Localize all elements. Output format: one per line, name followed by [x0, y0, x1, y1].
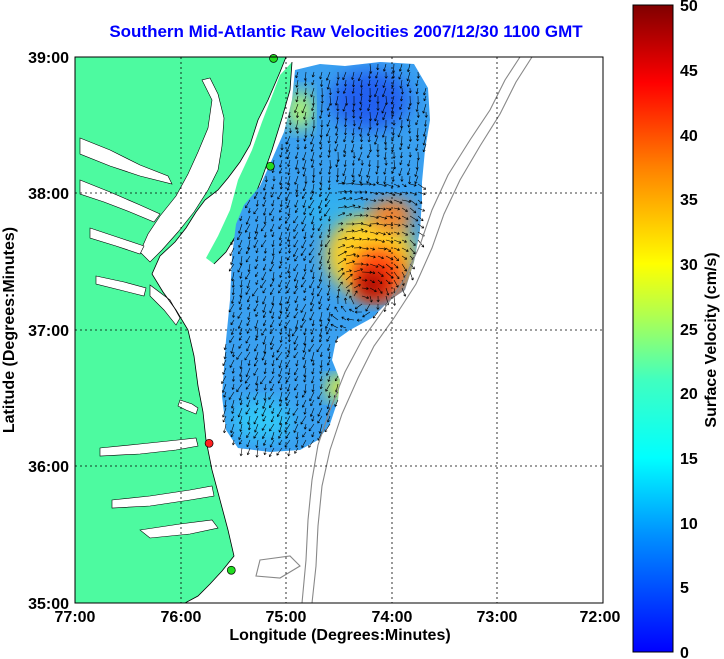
- radar-station-marker: [204, 438, 214, 448]
- x-axis-title: Longitude (Degrees:Minutes): [229, 627, 450, 644]
- hf-radar-stations: [204, 54, 278, 575]
- x-tick-label: 73:00: [477, 609, 518, 626]
- grid-lines: [75, 57, 603, 603]
- map-title: Southern Mid-Atlantic Raw Velocities 200…: [109, 22, 583, 41]
- radar-station-marker: [269, 54, 278, 63]
- x-tick-label: 76:00: [161, 609, 202, 626]
- colorbar-tick: 0: [680, 645, 689, 659]
- y-tick-label: 36:00: [28, 459, 69, 476]
- x-tick-label: 74:00: [372, 609, 413, 626]
- colorbar-gradient: [632, 4, 674, 653]
- colorbar-tick: 35: [680, 192, 698, 209]
- bathymetry-contours: [255, 57, 533, 603]
- colorbar-tick: 10: [680, 516, 698, 533]
- colorbar-tick: 50: [680, 0, 698, 15]
- colorbar-tick: 45: [680, 63, 698, 80]
- y-tick-label: 38:00: [28, 186, 69, 203]
- x-tick-label: 75:00: [266, 609, 307, 626]
- plot-frame: [74, 56, 604, 604]
- colorbar-title: Surface Velocity (cm/s): [703, 252, 720, 427]
- x-tick-label: 77:00: [55, 609, 96, 626]
- x-axis: 77:00 76:00 75:00 74:00 73:00 72:00 Long…: [55, 609, 621, 644]
- y-axis-title: Latitude (Degrees:Minutes): [1, 227, 18, 433]
- colorbar-tick: 30: [680, 257, 698, 274]
- colorbar-tick: 40: [680, 128, 698, 145]
- x-tick-label: 72:00: [580, 609, 621, 626]
- colorbar-tick: 25: [680, 322, 698, 339]
- radar-station-marker: [266, 161, 275, 171]
- colorbar: 50 45 40 35 30 25 20 15 10 5 0 Surface V…: [632, 0, 720, 659]
- coastline: [151, 57, 293, 603]
- colorbar-tick: 20: [680, 386, 698, 403]
- map-area: [75, 57, 603, 603]
- y-tick-label: 39:00: [28, 50, 69, 67]
- colorbar-tick: 15: [680, 451, 698, 468]
- y-tick-label: 35:00: [28, 596, 69, 613]
- y-tick-label: 37:00: [28, 323, 69, 340]
- radar-station-marker: [226, 565, 236, 575]
- velocity-field: [221, 62, 430, 458]
- chesapeake-bay: [79, 77, 225, 539]
- y-axis: 39:00 38:00 37:00 36:00 35:00 Latitude (…: [1, 50, 69, 613]
- colorbar-tick: 5: [680, 580, 689, 597]
